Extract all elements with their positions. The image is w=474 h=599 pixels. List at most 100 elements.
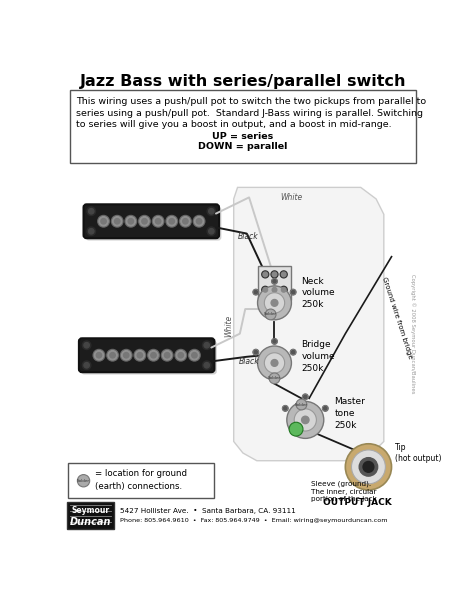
Circle shape (134, 349, 146, 361)
Circle shape (89, 208, 94, 214)
Circle shape (193, 216, 205, 227)
Circle shape (108, 350, 117, 360)
FancyBboxPatch shape (68, 463, 214, 498)
Circle shape (322, 406, 328, 412)
Circle shape (207, 227, 216, 235)
Circle shape (154, 217, 163, 226)
Circle shape (111, 216, 123, 227)
Circle shape (271, 286, 278, 294)
Circle shape (89, 229, 94, 234)
Circle shape (194, 217, 204, 226)
Circle shape (271, 300, 278, 306)
Circle shape (151, 353, 156, 358)
Circle shape (84, 343, 89, 348)
Text: = location for ground
(earth) connections.: = location for ground (earth) connection… (95, 469, 187, 491)
Circle shape (257, 346, 292, 380)
Text: This wiring uses a push/pull pot to switch the two pickups from parallel to: This wiring uses a push/pull pot to swit… (76, 97, 426, 106)
Circle shape (149, 350, 158, 360)
Circle shape (273, 280, 276, 283)
Circle shape (137, 353, 143, 358)
Circle shape (287, 401, 324, 438)
Circle shape (346, 444, 392, 490)
Circle shape (282, 288, 286, 292)
Circle shape (82, 341, 91, 349)
Text: Duncan: Duncan (70, 516, 111, 527)
Circle shape (98, 216, 109, 227)
Text: Phone: 805.964.9610  •  Fax: 805.964.9749  •  Email: wiring@seymourduncan.com: Phone: 805.964.9610 • Fax: 805.964.9749 … (120, 518, 388, 524)
Circle shape (269, 373, 280, 384)
Text: Black: Black (239, 357, 260, 366)
Circle shape (272, 338, 278, 344)
Text: White: White (280, 193, 302, 202)
Circle shape (363, 461, 374, 472)
Text: UP = series: UP = series (212, 132, 273, 141)
Circle shape (264, 353, 285, 373)
Circle shape (257, 286, 292, 320)
Circle shape (263, 288, 267, 292)
Circle shape (189, 349, 200, 361)
Circle shape (166, 216, 178, 227)
Circle shape (77, 474, 90, 487)
Circle shape (209, 229, 214, 234)
Text: series using a push/pull pot.  Standard J-Bass wiring is parallel. Switching: series using a push/pull pot. Standard J… (76, 109, 423, 118)
Circle shape (163, 350, 172, 360)
Circle shape (126, 217, 136, 226)
Circle shape (202, 361, 211, 370)
Circle shape (142, 219, 147, 224)
Circle shape (359, 458, 378, 476)
Circle shape (282, 272, 286, 277)
Text: Master
tone
250k: Master tone 250k (335, 398, 365, 430)
Circle shape (301, 416, 309, 423)
Circle shape (204, 343, 210, 348)
Text: DOWN = parallel: DOWN = parallel (198, 142, 288, 151)
Circle shape (122, 350, 131, 360)
Circle shape (296, 399, 307, 410)
Circle shape (110, 353, 115, 358)
Circle shape (191, 353, 197, 358)
Text: Solder: Solder (264, 313, 277, 316)
Bar (66, 501, 114, 530)
Circle shape (294, 409, 316, 431)
Circle shape (164, 353, 170, 358)
Circle shape (82, 361, 91, 370)
Text: Bridge
volume
250k: Bridge volume 250k (301, 340, 335, 373)
Circle shape (152, 216, 164, 227)
Circle shape (175, 349, 187, 361)
Circle shape (182, 219, 188, 224)
Text: Seymour: Seymour (72, 506, 109, 515)
Circle shape (324, 407, 327, 410)
Polygon shape (234, 187, 384, 461)
Circle shape (282, 406, 288, 412)
Circle shape (271, 271, 278, 278)
Circle shape (302, 394, 309, 400)
Circle shape (135, 350, 145, 360)
Circle shape (272, 288, 277, 292)
Circle shape (292, 350, 295, 354)
Circle shape (253, 289, 259, 295)
Text: Jazz Bass with series/parallel switch: Jazz Bass with series/parallel switch (80, 74, 406, 89)
Circle shape (272, 279, 278, 285)
Circle shape (254, 350, 257, 354)
Circle shape (178, 353, 183, 358)
Circle shape (139, 216, 150, 227)
Circle shape (124, 353, 129, 358)
Circle shape (120, 349, 132, 361)
Text: Solder: Solder (268, 376, 281, 380)
Text: Ground wire from bridge: Ground wire from bridge (381, 277, 413, 360)
Text: White: White (225, 315, 233, 337)
Circle shape (262, 271, 269, 278)
Circle shape (253, 349, 259, 355)
Text: Tip
(hot output): Tip (hot output) (395, 443, 442, 463)
Text: Solder: Solder (295, 403, 308, 407)
Circle shape (263, 272, 267, 277)
Circle shape (254, 291, 257, 294)
Circle shape (115, 219, 120, 224)
Text: OUTPUT JACK: OUTPUT JACK (322, 498, 391, 507)
Circle shape (273, 340, 276, 343)
Circle shape (155, 219, 161, 224)
Circle shape (190, 350, 199, 360)
Circle shape (128, 219, 134, 224)
Text: Copyright © 2008 Seymour Duncan/Baulines: Copyright © 2008 Seymour Duncan/Baulines (410, 274, 415, 394)
Text: Neck
volume
250k: Neck volume 250k (301, 277, 335, 309)
Circle shape (93, 349, 105, 361)
